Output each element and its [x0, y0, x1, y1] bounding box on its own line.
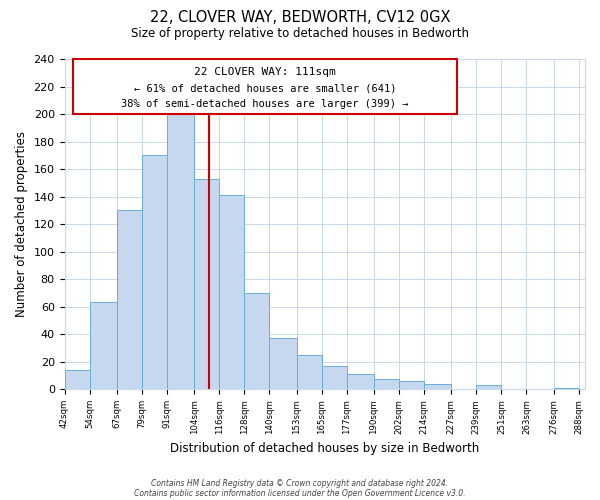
- Bar: [269, 338, 296, 389]
- Text: Contains public sector information licensed under the Open Government Licence v3: Contains public sector information licen…: [134, 488, 466, 498]
- Bar: [73, 59, 457, 114]
- Y-axis label: Number of detached properties: Number of detached properties: [15, 131, 28, 317]
- Bar: [554, 388, 579, 389]
- Text: Contains HM Land Registry data © Crown copyright and database right 2024.: Contains HM Land Registry data © Crown c…: [151, 478, 449, 488]
- Bar: [219, 195, 244, 389]
- Bar: [194, 178, 219, 389]
- Bar: [244, 293, 269, 389]
- Bar: [347, 374, 374, 389]
- Bar: [476, 385, 502, 389]
- Bar: [424, 384, 451, 389]
- Bar: [374, 380, 399, 389]
- Text: Size of property relative to detached houses in Bedworth: Size of property relative to detached ho…: [131, 28, 469, 40]
- Bar: [89, 302, 117, 389]
- Bar: [117, 210, 142, 389]
- Bar: [322, 366, 347, 389]
- Text: 22 CLOVER WAY: 111sqm: 22 CLOVER WAY: 111sqm: [194, 68, 336, 78]
- Bar: [65, 370, 89, 389]
- Bar: [167, 114, 194, 389]
- Bar: [296, 354, 322, 389]
- Bar: [142, 156, 167, 389]
- Bar: [399, 381, 424, 389]
- X-axis label: Distribution of detached houses by size in Bedworth: Distribution of detached houses by size …: [170, 442, 479, 455]
- Text: 38% of semi-detached houses are larger (399) →: 38% of semi-detached houses are larger (…: [121, 99, 409, 109]
- Text: 22, CLOVER WAY, BEDWORTH, CV12 0GX: 22, CLOVER WAY, BEDWORTH, CV12 0GX: [150, 10, 450, 25]
- Text: ← 61% of detached houses are smaller (641): ← 61% of detached houses are smaller (64…: [134, 84, 397, 94]
